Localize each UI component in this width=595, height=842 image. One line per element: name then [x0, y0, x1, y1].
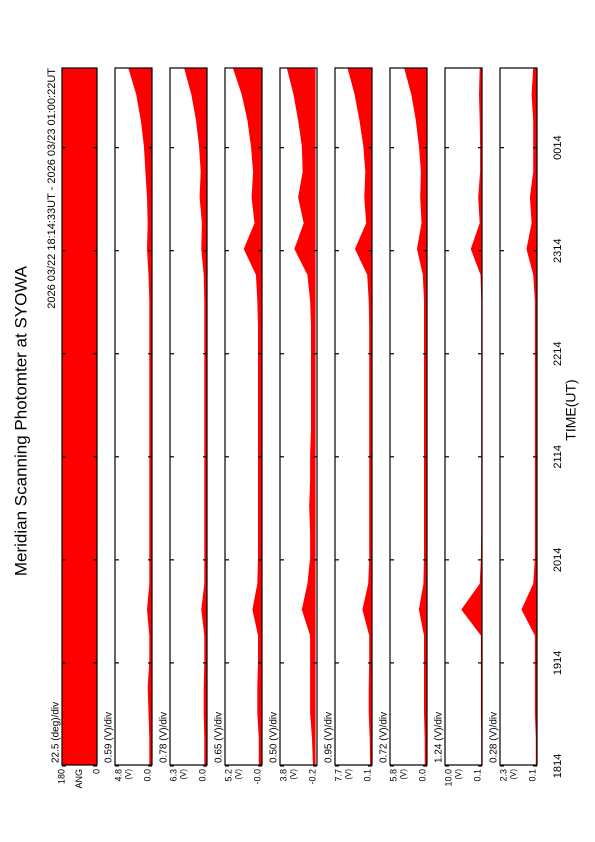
signal-area: [286, 68, 316, 765]
panel-frame: [169, 67, 208, 766]
scale-label: 0.28 (V)/div: [489, 712, 500, 763]
panel-frame: [61, 67, 98, 766]
panel-frame: [114, 67, 153, 766]
scale-label: 0.50 (V)/div: [269, 712, 280, 763]
y-tick-label: 0.0: [142, 769, 152, 782]
unit-label: (V): [234, 769, 243, 780]
unit-label: (V): [289, 769, 298, 780]
scale-label: 22.5 (deg)/div: [51, 702, 62, 763]
panel-frame: [499, 67, 538, 766]
y-tick-label: 6.3: [168, 769, 178, 782]
x-tick-label: 2214: [552, 341, 564, 365]
unit-label: (V): [179, 769, 188, 780]
y-tick-label: 4.8: [113, 769, 123, 782]
y-tick-label: 0.1: [472, 769, 482, 782]
unit-label: (V): [124, 769, 133, 780]
y-tick-label: 10.0: [443, 769, 453, 787]
scale-label: 0.72 (V)/div: [379, 712, 390, 763]
panel-frame: [224, 67, 263, 766]
chart-title: Meridian Scanning Photomter at SYOWA: [11, 265, 30, 576]
signal-area: [347, 68, 373, 765]
y-tick-label: 3.8: [278, 769, 288, 782]
subtitle: 2026 03/22 18:14:33UT - 2026 03/23 01:00…: [46, 68, 58, 309]
unit-label: (V): [509, 769, 518, 780]
panel-frame: [444, 67, 483, 766]
x-axis-label: TIME(UT): [563, 379, 579, 440]
panel-frame: [389, 67, 428, 766]
scale-label: 1.24 (V)/div: [434, 712, 445, 763]
y-tick-label: 7.7: [333, 769, 343, 782]
y-tick-label: 5.2: [223, 769, 233, 782]
y-tick-label: -0.2: [307, 769, 317, 785]
y-tick-label: 2.3: [498, 769, 508, 782]
signal-area: [184, 68, 208, 765]
signal-area: [521, 68, 538, 765]
y-tick-label: -0.0: [252, 769, 262, 785]
scale-label: 0.95 (V)/div: [324, 712, 335, 763]
x-tick-label: 2114: [552, 445, 564, 469]
y-tick-label: 180: [56, 769, 66, 784]
scale-label: 0.65 (V)/div: [214, 712, 225, 763]
unit-label: (V): [454, 769, 463, 780]
panel-frame: [279, 67, 318, 766]
x-tick-label: 1914: [552, 651, 564, 675]
y-tick-label: 0: [91, 769, 101, 774]
x-tick-label: 1814: [552, 754, 564, 778]
rotated-plot: Meridian Scanning Photomter at SYOWA 202…: [11, 67, 579, 789]
y-tick-label: 0.0: [417, 769, 427, 782]
scale-label: 0.78 (V)/div: [159, 712, 170, 763]
axis-label: ANG: [74, 769, 84, 789]
scale-label: 0.59 (V)/div: [104, 712, 115, 763]
x-tick-label: 0014: [552, 135, 564, 159]
x-tick-label: 2014: [552, 548, 564, 572]
unit-label: (V): [399, 769, 408, 780]
signal-area: [128, 68, 153, 765]
y-tick-label: 0.1: [527, 769, 537, 782]
unit-label: (V): [344, 769, 353, 780]
signal-area: [232, 68, 263, 765]
angle-fill: [62, 68, 97, 765]
y-tick-label: 0.0: [197, 769, 207, 782]
signal-area: [461, 68, 483, 765]
x-tick-label: 2314: [552, 238, 564, 262]
signal-area: [404, 68, 428, 765]
y-tick-label: 5.8: [388, 769, 398, 782]
y-tick-label: 0.1: [362, 769, 372, 782]
panel-frame: [334, 67, 373, 766]
